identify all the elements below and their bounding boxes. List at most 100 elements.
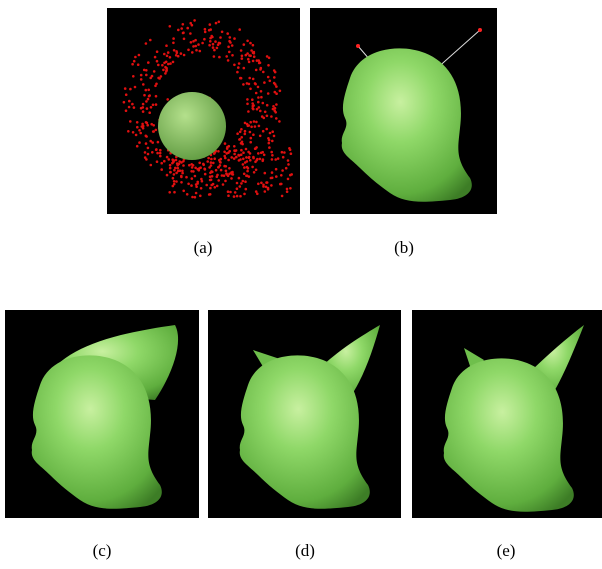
point xyxy=(223,151,226,154)
point xyxy=(227,46,230,49)
point xyxy=(175,54,178,57)
point xyxy=(252,51,255,54)
point xyxy=(257,101,260,104)
point xyxy=(209,187,212,190)
point xyxy=(201,180,204,183)
point xyxy=(155,95,158,98)
point xyxy=(257,183,260,186)
point xyxy=(150,164,153,167)
point xyxy=(267,188,270,191)
point xyxy=(199,195,202,198)
point xyxy=(281,195,284,198)
point xyxy=(246,82,249,85)
point xyxy=(282,156,285,159)
point xyxy=(214,40,217,43)
point xyxy=(191,177,194,180)
point xyxy=(148,111,151,114)
point xyxy=(190,170,193,173)
point xyxy=(144,151,147,154)
point xyxy=(261,115,264,118)
probe-tip xyxy=(356,44,360,48)
point xyxy=(227,59,230,62)
point xyxy=(169,167,172,170)
point xyxy=(209,193,212,196)
figure: (a) (b) (c) (d) (e) xyxy=(0,0,602,564)
point xyxy=(152,104,155,107)
point xyxy=(260,90,263,93)
point xyxy=(252,157,255,160)
point xyxy=(136,145,139,148)
point xyxy=(169,56,172,59)
point xyxy=(252,133,255,136)
point xyxy=(259,158,262,161)
point xyxy=(236,132,239,135)
point xyxy=(273,110,276,113)
point xyxy=(216,175,219,178)
point xyxy=(166,174,169,177)
point xyxy=(159,155,162,158)
point xyxy=(227,194,230,197)
point xyxy=(287,178,290,181)
point xyxy=(249,42,252,45)
point xyxy=(195,49,198,52)
point xyxy=(142,127,145,130)
point xyxy=(158,77,161,80)
point xyxy=(177,167,180,170)
point xyxy=(210,158,213,161)
point xyxy=(225,152,228,155)
point xyxy=(150,106,153,109)
point xyxy=(257,59,260,62)
point xyxy=(132,131,135,134)
point xyxy=(243,173,246,176)
point xyxy=(217,166,220,169)
point xyxy=(271,171,274,174)
point xyxy=(144,156,147,159)
point xyxy=(268,57,271,60)
point xyxy=(172,161,175,164)
point xyxy=(224,180,227,183)
point xyxy=(215,22,218,25)
point xyxy=(251,166,254,169)
point xyxy=(194,175,197,178)
point xyxy=(259,110,262,113)
point xyxy=(267,92,270,95)
point xyxy=(142,83,145,86)
point xyxy=(271,140,274,143)
point xyxy=(246,170,249,173)
point xyxy=(247,151,250,154)
point xyxy=(228,167,231,170)
point xyxy=(203,168,206,171)
point xyxy=(279,90,282,93)
point xyxy=(275,92,278,95)
point xyxy=(180,176,183,179)
point xyxy=(213,49,216,52)
point xyxy=(157,64,160,67)
point xyxy=(172,61,175,64)
point xyxy=(286,188,289,191)
point xyxy=(245,175,248,178)
point xyxy=(143,94,146,97)
point xyxy=(275,168,278,171)
point xyxy=(191,166,194,169)
point xyxy=(290,152,293,155)
point xyxy=(213,55,216,58)
point xyxy=(166,156,169,159)
point xyxy=(268,142,271,145)
point xyxy=(287,159,290,162)
point xyxy=(270,184,273,187)
sphere xyxy=(158,92,226,160)
point xyxy=(264,111,267,114)
point xyxy=(260,96,263,99)
point xyxy=(238,138,241,141)
point xyxy=(173,169,176,172)
point xyxy=(229,41,232,44)
caption: (e) xyxy=(497,541,516,560)
caption: (a) xyxy=(194,238,213,257)
point xyxy=(221,174,224,177)
point xyxy=(243,67,246,70)
point xyxy=(199,166,202,169)
point xyxy=(174,167,177,170)
point xyxy=(202,164,205,167)
point xyxy=(146,124,149,127)
point xyxy=(147,98,150,101)
